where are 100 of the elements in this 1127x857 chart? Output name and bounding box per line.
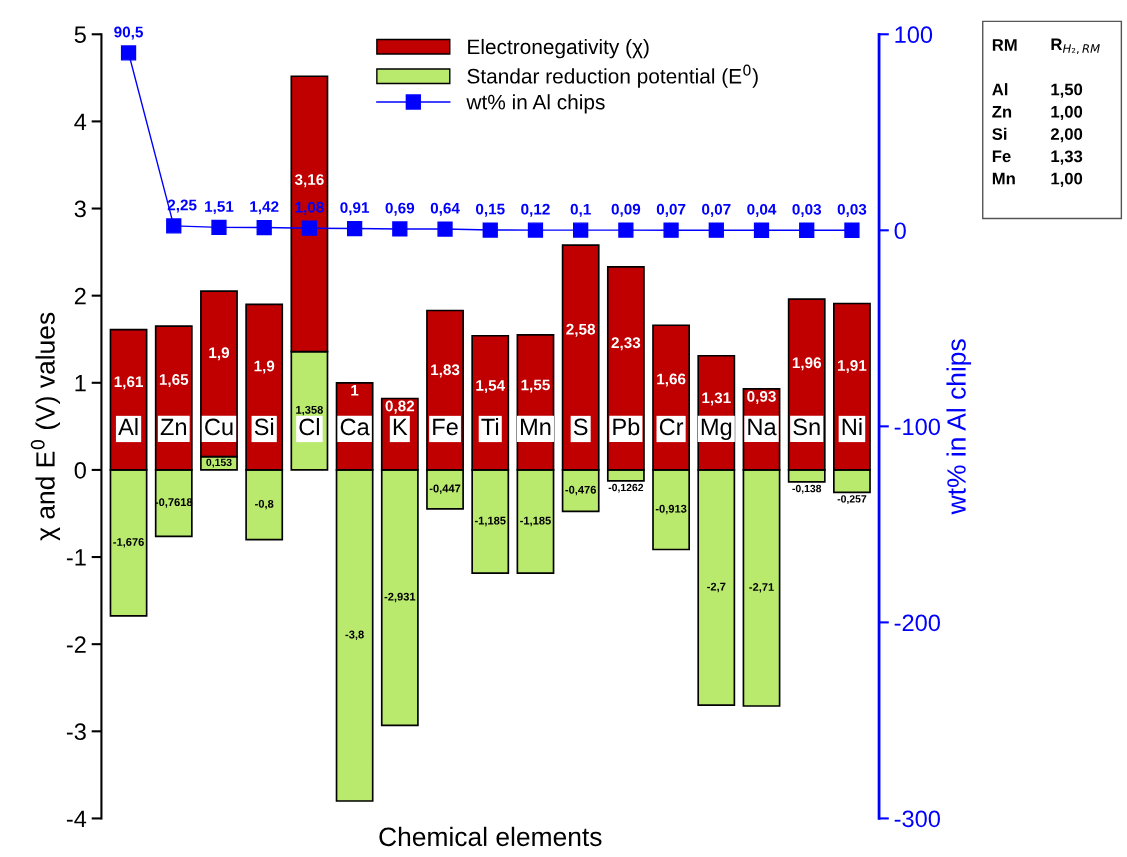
data-label: 0,64 [430,202,460,216]
data-label: 0,93 [747,391,776,405]
y-tick-label: 0 [74,461,86,479]
x-tick-label: K [393,418,408,436]
data-label: 0,04 [747,203,777,217]
text: RM [992,39,1017,51]
data-label: -0,447 [429,484,461,494]
y-tick-label: -4 [66,810,87,827]
point [618,222,634,238]
x-tick-label: Zn [160,418,187,436]
data-label: -1,676 [113,538,144,548]
text: R$_{H₂,RM}$ [1051,38,1100,55]
x-tick-label: Ti [481,417,499,436]
data-label: -0,257 [837,495,867,505]
data-label: -0,1262 [608,483,644,493]
x-tick-label: Si [254,417,274,436]
y2-tick-label: 0 [894,222,906,240]
data-label: 1,54 [476,380,506,394]
data-label: 0,1 [570,203,591,217]
x-tick-label: Al [118,417,138,436]
y-axis-title: χ and E$^{0}$ (V) values [30,312,61,541]
point [573,222,589,238]
data-label: 1,42 [250,201,279,215]
data-label: -2,7 [707,582,726,593]
data-label: 1,61 [114,376,143,390]
data-label: 0,12 [521,203,550,217]
text: Zn [992,106,1012,118]
data-label: 3,16 [294,174,324,188]
x-tick-label: Cu [205,418,233,436]
y-tick-label: -2 [66,636,86,653]
point [799,222,815,238]
x-tick-label: Ca [340,418,370,436]
data-label: 1,55 [521,379,550,393]
x-axis-title: Chemical elements [379,826,602,847]
y2-axis-title: wt% in Al chips [946,339,972,515]
legend-label: wt% in Al chips [466,94,605,114]
x-tick-label: S [573,418,588,436]
data-label: 0,153 [206,458,232,468]
data-label: -3,8 [345,630,364,641]
data-label: 1,91 [838,360,867,374]
data-label: 0,07 [702,203,731,217]
y-tick-label: 1 [75,375,86,392]
x-tick-label: Mn [520,418,551,436]
data-label: 0,69 [385,202,415,216]
point [346,220,363,237]
text: 1,00 [1051,172,1083,187]
data-label: 1,08 [295,201,324,215]
x-tick-label: Mg [701,418,732,440]
data-label: 0,82 [385,400,415,414]
x-tick-label: Cl [299,417,319,436]
text: 1,00 [1051,105,1083,121]
data-label: 1,9 [209,347,230,361]
data-label: 0,07 [656,203,686,217]
x-tick-label: Pb [613,417,640,436]
data-label: 1,9 [254,360,275,374]
text: Fe [992,150,1011,163]
point [482,222,498,238]
y2-tick-label: -300 [894,810,940,828]
x-tick-label: Ni [842,417,862,436]
data-label: -0,913 [655,504,687,515]
point [844,222,860,238]
point [753,222,770,238]
data-label: 1,51 [205,201,234,215]
x-tick-label: Na [748,418,777,436]
data-label: -0,8 [255,499,274,510]
point [437,221,453,237]
x-tick-label: Cr [659,418,684,436]
text: 1,33 [1051,150,1083,165]
y2-tick-label: -100 [894,418,940,436]
x-tick-label: Sn [793,418,820,436]
data-label: 1 [351,385,359,396]
data-label: 0,03 [837,203,867,217]
legend-label: Electronegativity (χ) [468,38,649,59]
point [392,221,408,237]
data-label: 2,33 [611,337,641,351]
data-label: 0,03 [792,203,822,217]
point [527,222,544,238]
data-label: 0,15 [475,203,505,217]
point [663,222,679,238]
point [708,222,724,238]
text: Si [992,127,1007,140]
y-tick-label: -3 [66,723,86,741]
data-label: -0,476 [565,485,597,496]
data-label: 1,66 [657,373,686,387]
legend-label: Standar reduction potential (E$^{0}$) [467,64,758,88]
text: Al [992,83,1008,96]
point [301,220,318,236]
point [256,219,272,236]
y-tick-label: 5 [74,26,86,44]
text: Mn [992,172,1015,185]
data-label: 1,83 [431,364,460,378]
data-label: -0,138 [792,484,822,494]
data-label: 0,91 [340,202,370,216]
data-label: 2,58 [566,323,596,337]
data-label: 1,358 [296,405,323,416]
data-label: -2,71 [749,583,774,593]
y2-tick-label: -200 [894,614,940,632]
data-label: -1,185 [520,516,551,527]
point [166,218,182,234]
y-tick-label: 4 [74,113,87,130]
